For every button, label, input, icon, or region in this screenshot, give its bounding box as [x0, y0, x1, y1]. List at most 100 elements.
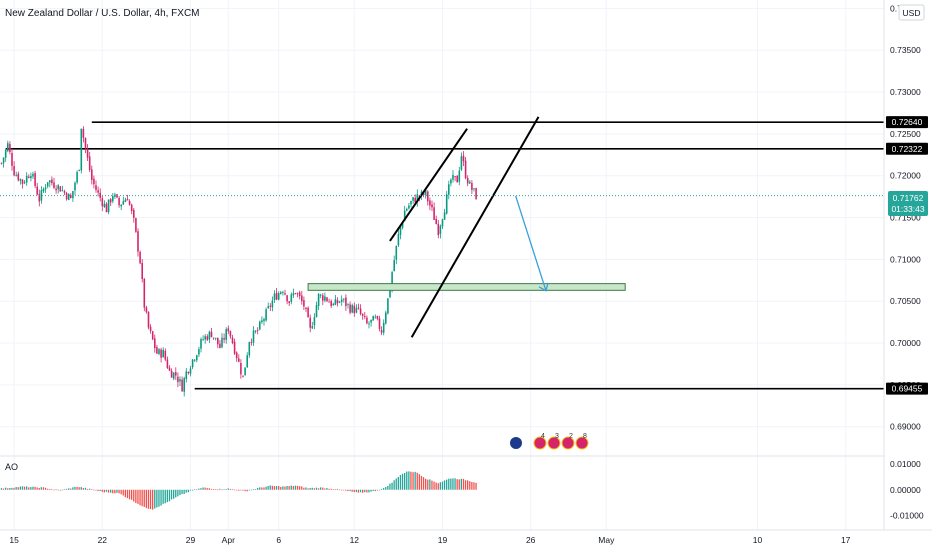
- time-tick-label: 19: [438, 535, 448, 545]
- candle-body: [154, 338, 156, 349]
- candle-body: [315, 305, 318, 318]
- candle-body: [265, 309, 267, 321]
- wedge-lower-line[interactable]: [410, 116, 540, 338]
- ao-bar: [311, 487, 313, 490]
- ao-bar: [233, 489, 236, 491]
- ao-bar: [9, 487, 11, 490]
- event-badges[interactable]: 4 3 2 8: [510, 433, 589, 450]
- ao-bar: [299, 486, 301, 490]
- candle-body: [166, 359, 169, 368]
- event-count[interactable]: 4: [541, 433, 545, 440]
- ao-bar: [49, 489, 51, 490]
- ao-bar: [210, 488, 213, 490]
- ao-bar: [44, 487, 47, 490]
- candle-body: [46, 182, 49, 187]
- candle-body: [353, 305, 356, 314]
- ao-bar: [332, 489, 334, 490]
- ao-bar: [401, 473, 404, 490]
- ao-bar: [198, 488, 200, 490]
- drawings-layer[interactable]: [307, 116, 626, 338]
- ao-bar: [385, 487, 387, 490]
- wedge-upper-line[interactable]: [389, 128, 468, 242]
- key-levels[interactable]: [5, 121, 884, 390]
- currency-button-label[interactable]: USD: [903, 8, 921, 18]
- ao-bar: [418, 474, 420, 490]
- time-axis[interactable]: [0, 530, 884, 550]
- candle-body: [231, 337, 234, 343]
- ao-bar: [399, 474, 402, 490]
- ao-bar: [456, 479, 458, 490]
- candle-body: [137, 231, 139, 252]
- price-tick-label: 0.72500: [890, 129, 921, 139]
- ao-bar: [7, 488, 9, 490]
- candle-body: [336, 300, 339, 304]
- supply-demand-zone[interactable]: [307, 283, 626, 291]
- flag-nz-icon[interactable]: [510, 437, 522, 449]
- ao-bar: [315, 487, 318, 490]
- candle-body: [427, 191, 429, 202]
- ao-bar: [257, 487, 259, 490]
- candle-body: [4, 149, 7, 158]
- candle-body: [59, 186, 62, 192]
- flag-us-icon[interactable]: [561, 436, 575, 450]
- ao-bar: [244, 489, 246, 492]
- currency-button-bg[interactable]: [898, 4, 925, 21]
- time-tick-label: 22: [98, 535, 108, 545]
- event-count[interactable]: 2: [569, 433, 573, 440]
- candle-body: [267, 306, 269, 309]
- candle-body: [410, 201, 412, 205]
- candle-body: [343, 298, 345, 300]
- ao-bar: [21, 486, 24, 490]
- candle-body: [303, 300, 305, 307]
- flag-us-icon[interactable]: [575, 436, 589, 450]
- ao-bar: [36, 487, 38, 490]
- candle-body: [130, 204, 133, 212]
- candle-body: [389, 288, 391, 298]
- candle-body: [416, 194, 419, 203]
- candle-body: [51, 179, 53, 184]
- candle-body: [168, 367, 171, 371]
- ao-bar: [303, 487, 305, 490]
- price-axis[interactable]: [884, 0, 932, 530]
- candle-body: [437, 223, 440, 236]
- projection-arrowhead[interactable]: [538, 282, 549, 292]
- candle-body: [403, 210, 406, 221]
- ao-bar: [362, 489, 364, 493]
- candle-body: [294, 293, 297, 295]
- ao-bar: [177, 489, 179, 497]
- candle-body: [223, 338, 225, 340]
- ao-bar: [107, 489, 110, 493]
- candle-body: [219, 343, 221, 348]
- ao-bar: [376, 489, 378, 491]
- candle-body: [160, 349, 162, 358]
- ao-bar: [307, 488, 309, 490]
- ao-bar: [30, 487, 32, 490]
- candle-body: [32, 173, 34, 177]
- currency-button[interactable]: USD: [898, 4, 925, 21]
- candle-body: [307, 307, 309, 318]
- ao-bar: [414, 471, 416, 490]
- ao-bar: [246, 489, 248, 492]
- flag-us-icon[interactable]: [533, 436, 547, 450]
- flag-us-icon[interactable]: [547, 436, 561, 450]
- ao-bar: [156, 489, 158, 508]
- ao-bar: [473, 482, 475, 490]
- candle-body: [460, 156, 463, 170]
- candle-body: [175, 372, 177, 376]
- ao-bar: [124, 489, 126, 498]
- ao-bar: [324, 488, 326, 490]
- projection-arrow[interactable]: [515, 195, 547, 292]
- event-count[interactable]: 8: [583, 433, 587, 440]
- ao-bar: [313, 488, 315, 490]
- candle-body: [40, 190, 43, 201]
- candle-body: [364, 316, 366, 318]
- event-count[interactable]: 3: [555, 433, 559, 440]
- candle-body: [391, 272, 393, 288]
- ao-bar: [391, 482, 393, 490]
- ao-bar: [128, 489, 131, 500]
- ao-label: AO: [5, 462, 18, 472]
- ao-bar: [368, 489, 370, 493]
- candle-body: [292, 293, 295, 296]
- ao-bar: [34, 486, 36, 490]
